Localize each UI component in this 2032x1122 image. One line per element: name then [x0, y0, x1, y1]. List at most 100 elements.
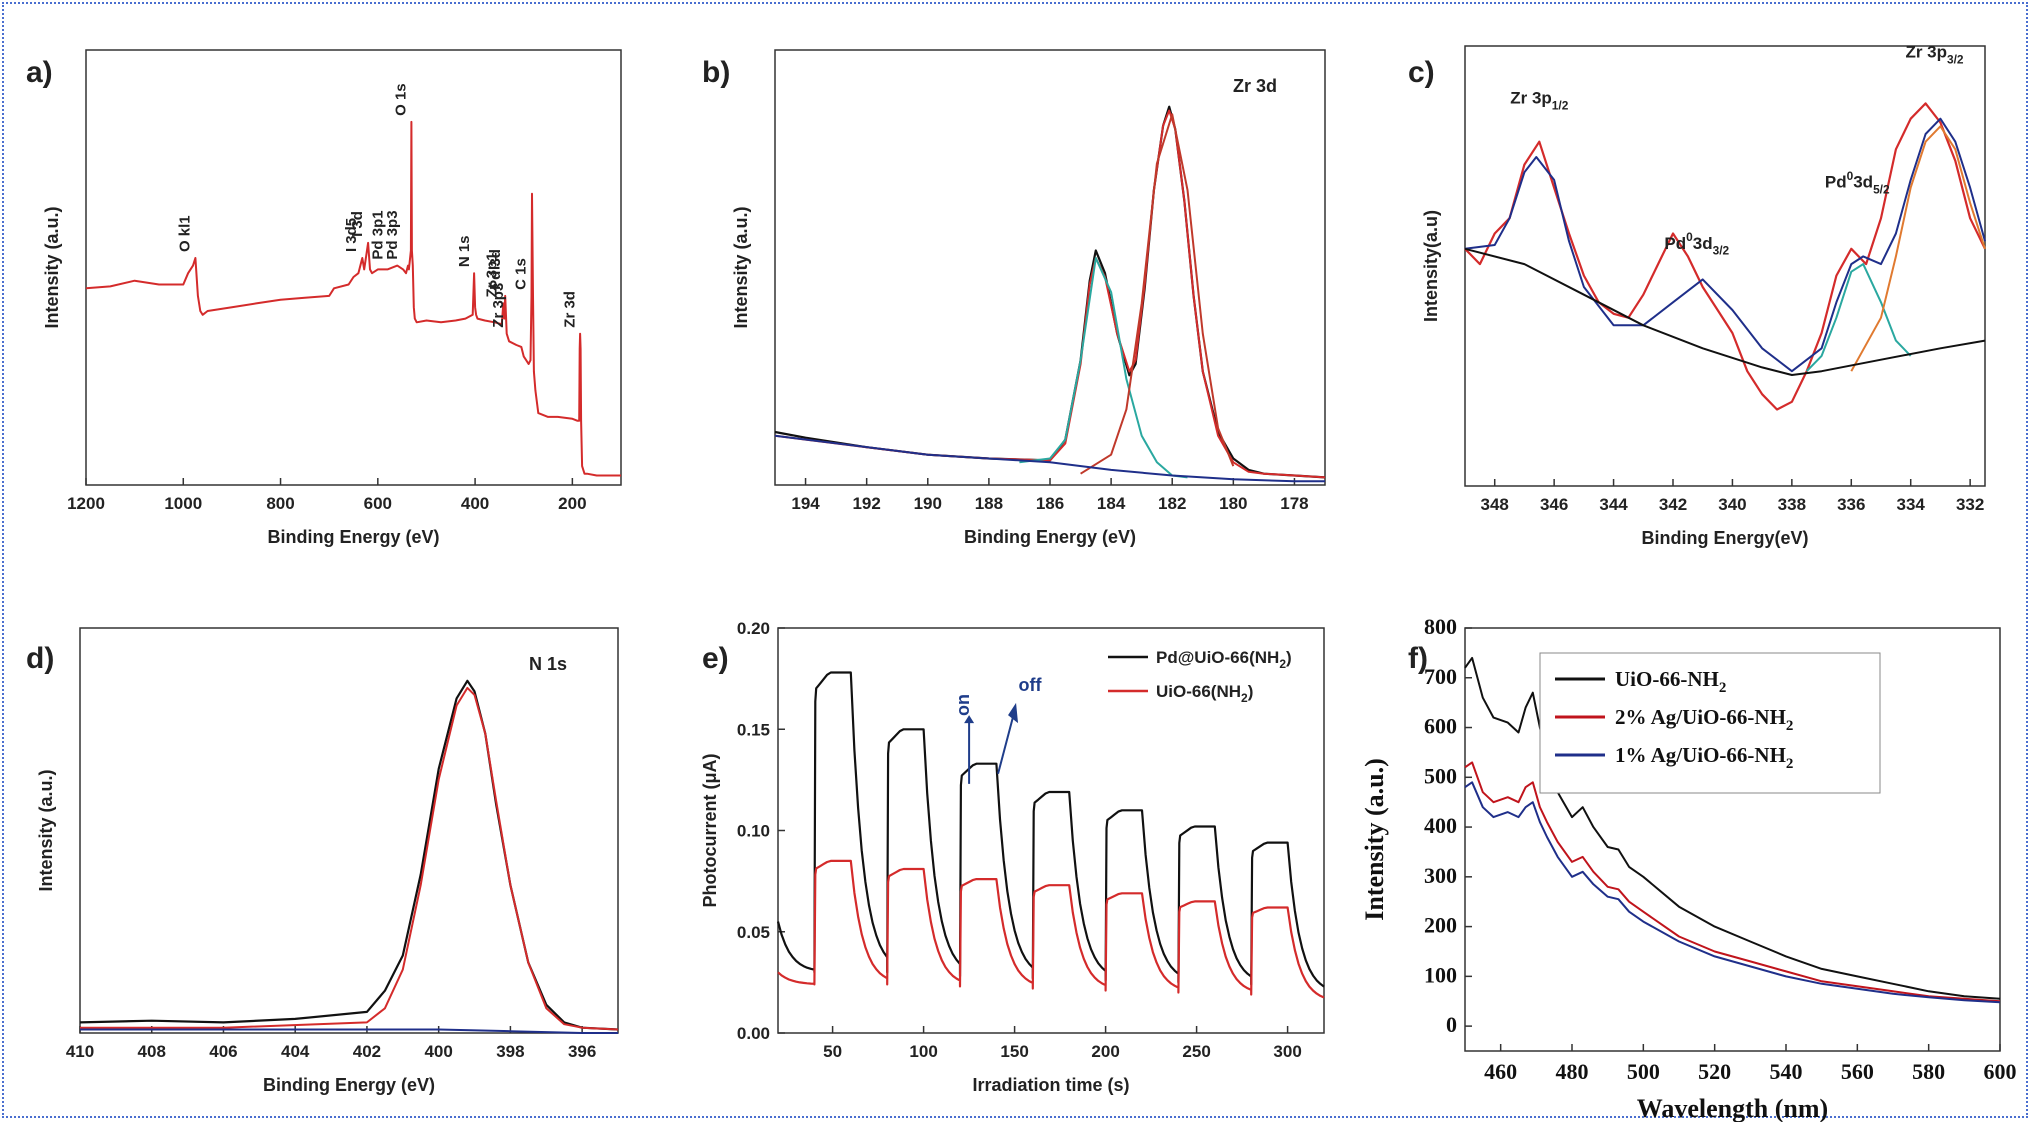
- series-line-pd-uio: [776, 671, 1325, 988]
- panel-label-d: d): [26, 642, 54, 675]
- x-tick-label: 410: [66, 1042, 94, 1061]
- x-axis-label: Binding Energy(eV): [1641, 528, 1808, 548]
- series-line-zr-3d3-2: [1019, 257, 1188, 479]
- x-tick-label: 192: [852, 494, 880, 513]
- legend-label: Pd@UiO-66(NH2): [1156, 648, 1292, 671]
- x-tick-label: 338: [1778, 495, 1806, 514]
- x-tick-label: 336: [1837, 495, 1865, 514]
- series-line-baseline: [1464, 247, 1986, 376]
- x-tick-label: 580: [1912, 1059, 1945, 1084]
- peak-annotation: Zr 3p1/2: [1510, 88, 1568, 112]
- y-tick-label: 700: [1424, 664, 1457, 689]
- peak-annotation: Zr 3d: [562, 291, 579, 328]
- y-tick-label: 0.15: [737, 720, 770, 739]
- panel-label-f: f): [1408, 642, 1428, 675]
- plot-frame: [1464, 45, 1986, 487]
- legend-label: 1% Ag/UiO-66-NH2: [1615, 743, 1793, 772]
- x-tick-label: 500: [1627, 1059, 1660, 1084]
- x-tick-label: 400: [461, 494, 489, 513]
- legend-label: UiO-66(NH2): [1156, 682, 1253, 705]
- x-tick-label: 100: [909, 1042, 937, 1061]
- series-line-survey: [85, 120, 621, 477]
- panel-label-b: b): [702, 56, 730, 89]
- series-line-uio: [777, 859, 1325, 999]
- series-line-uio-66-nh2: [1464, 656, 2001, 1000]
- x-tick-label: 344: [1599, 495, 1628, 514]
- series-line-fit-envelope: [1464, 117, 1986, 373]
- peak-annotation: Zr 3p3/2: [1905, 42, 1963, 66]
- peak-annotation: Pd 3p3: [384, 210, 401, 259]
- series-line-2-ag-uio-66-nh2: [1464, 761, 2001, 1003]
- panel-a: a) 1200 1000 800 600 400 200 Binding Energy (eV…: [26, 49, 622, 547]
- x-tick-label: 406: [209, 1042, 237, 1061]
- x-axis-label: Binding Energy (eV): [263, 1075, 435, 1095]
- plot-frame: [774, 49, 1326, 486]
- panel-b: b) 194 192 190 188 186 184 182 180 178 Binding Ene…: [702, 49, 1326, 547]
- x-tick-label: 342: [1659, 495, 1687, 514]
- x-tick-label: 200: [558, 494, 586, 513]
- x-tick-label: 200: [1091, 1042, 1119, 1061]
- plot-frame: [79, 627, 619, 1034]
- series-line-fit-envelope: [774, 109, 1326, 479]
- peak-annotation: Pd03d5/2: [1825, 169, 1890, 197]
- series-line-zr-3p3-2: [1850, 125, 1986, 372]
- x-tick-label: 1200: [67, 494, 105, 513]
- x-tick-label: 400: [424, 1042, 452, 1061]
- x-tick-label: 150: [1000, 1042, 1028, 1061]
- series-line-pd0-3d5-2: [1805, 263, 1912, 372]
- panel-label-c: c): [1408, 56, 1435, 89]
- off-arrow: [997, 712, 1016, 775]
- legend-label: UiO-66-NH2: [1615, 667, 1726, 696]
- peak-annotation: Zr 3p1: [483, 252, 500, 297]
- peak-annotation: I 3d: [349, 211, 366, 237]
- x-axis-label: Wavelength (nm): [1637, 1094, 1828, 1122]
- x-tick-label: 184: [1097, 494, 1126, 513]
- series-line-zr-3d5-2: [1080, 113, 1235, 475]
- x-tick-label: 800: [266, 494, 294, 513]
- peak-annotation: Pd 3p1: [370, 210, 387, 259]
- x-tick-label: 250: [1182, 1042, 1210, 1061]
- x-tick-label: 300: [1273, 1042, 1301, 1061]
- y-axis-label: Intensity (a.u.): [36, 769, 56, 891]
- y-tick-label: 0.20: [737, 619, 770, 638]
- series-line-data: [79, 679, 619, 1031]
- x-tick-label: 340: [1718, 495, 1746, 514]
- x-tick-label: 480: [1556, 1059, 1589, 1084]
- panel-title: N 1s: [529, 654, 567, 674]
- peak-annotation: I 3d5: [343, 218, 360, 252]
- legend-box: [1539, 652, 1881, 794]
- y-tick-label: 800: [1424, 614, 1457, 639]
- y-tick-label: 400: [1424, 813, 1457, 838]
- y-axis-label: Intensity(a.u): [1421, 210, 1441, 322]
- x-tick-label: 408: [138, 1042, 166, 1061]
- peak-annotation: C 1s: [513, 258, 530, 290]
- y-axis-label: Intensity (a.u.): [1360, 758, 1389, 921]
- panel-title: Zr 3d: [1233, 76, 1277, 96]
- peak-annotation: N 1s: [456, 235, 473, 267]
- series-line-baseline: [774, 434, 1325, 483]
- x-tick-label: 396: [568, 1042, 596, 1061]
- x-axis-label: Irradiation time (s): [972, 1075, 1129, 1095]
- series-line-baseline: [80, 1028, 618, 1034]
- peak-annotation: Pd 3d: [487, 249, 504, 290]
- x-tick-label: 178: [1280, 494, 1308, 513]
- series-line-data: [1464, 102, 1986, 411]
- plot-frame: [1464, 627, 2001, 1052]
- x-tick-label: 540: [1770, 1059, 1803, 1084]
- panel-e: e) 50 100 150 200 250 300 0.00 0.05 0.10 0.15 0.20 I…: [700, 619, 1325, 1095]
- x-tick-label: 346: [1540, 495, 1568, 514]
- panel-d: d) 410 408 406 404 402 400 398 396 Binding Energy…: [26, 627, 619, 1095]
- x-tick-label: 402: [353, 1042, 381, 1061]
- x-tick-label: 332: [1956, 495, 1984, 514]
- y-tick-label: 200: [1424, 913, 1457, 938]
- panel-f: f) 460 480 500 520 540 560 580 600 0 100 200 300 400 5…: [1360, 614, 2017, 1122]
- x-axis-label: Binding Energy (eV): [964, 527, 1136, 547]
- on-label: on: [953, 694, 973, 716]
- x-tick-label: 560: [1841, 1059, 1874, 1084]
- x-tick-label: 194: [791, 494, 820, 513]
- series-line-1-ag-uio-66-nh2: [1464, 781, 2001, 1004]
- x-tick-label: 186: [1036, 494, 1064, 513]
- x-tick-label: 188: [975, 494, 1003, 513]
